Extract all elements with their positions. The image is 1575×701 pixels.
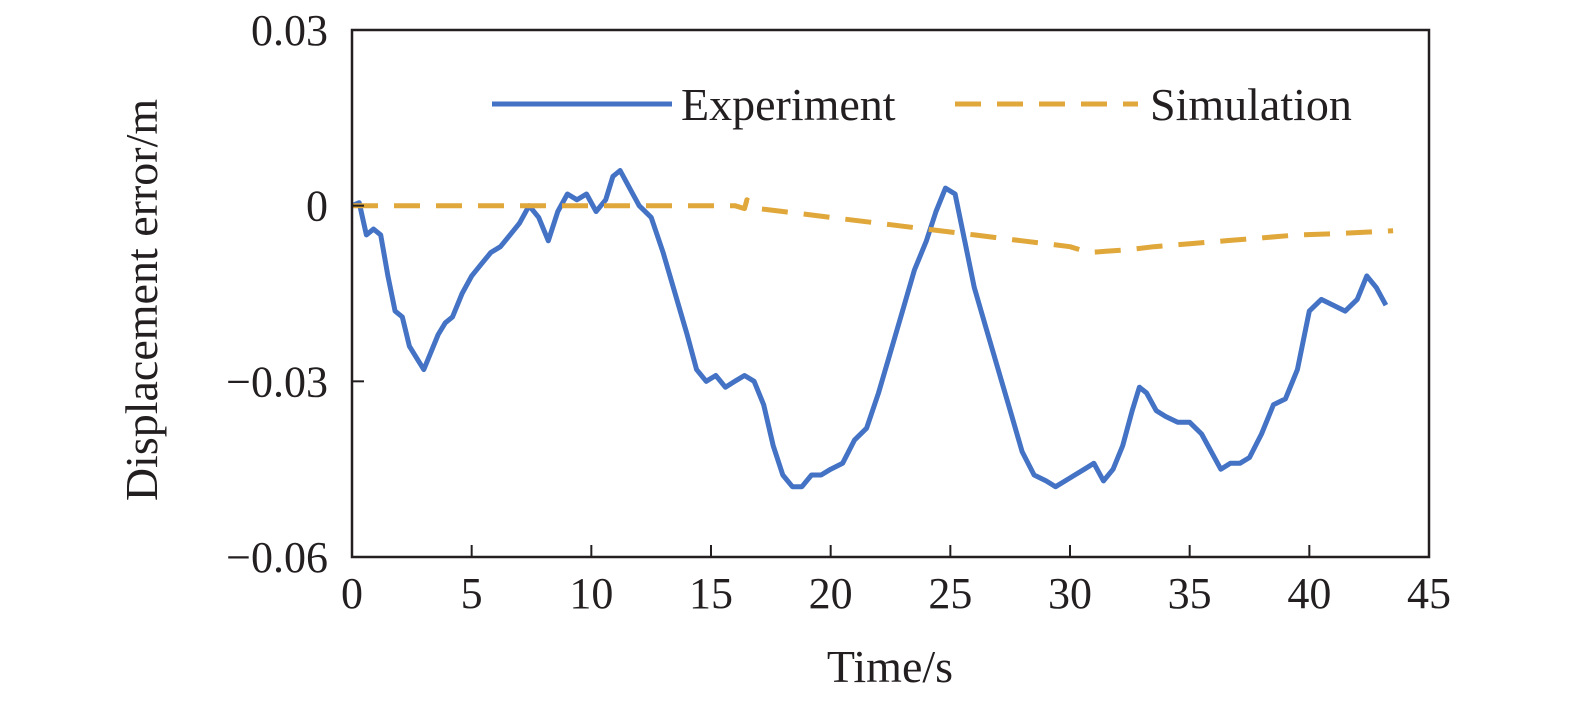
y-tick-label: −0.03	[226, 357, 328, 406]
legend-label-experiment: Experiment	[681, 79, 896, 130]
x-axis-title: Time/s	[827, 641, 953, 692]
legend-label-simulation: Simulation	[1150, 79, 1352, 130]
x-tick-label: 25	[928, 569, 972, 618]
x-tick-label: 40	[1287, 569, 1331, 618]
x-axis: 0 5 10 15 20 25 30 35 40 45	[341, 545, 1451, 618]
x-tick-label: 0	[341, 569, 363, 618]
x-tick-label: 30	[1048, 569, 1092, 618]
y-axis: −0.06 −0.03 0 0.03	[226, 6, 364, 582]
x-tick-label: 35	[1168, 569, 1212, 618]
y-axis-title: Displacement error/m	[116, 99, 167, 502]
y-tick-label: −0.06	[226, 533, 328, 582]
y-tick-label: 0	[306, 182, 328, 231]
x-tick-label: 5	[461, 569, 483, 618]
series-line-simulation	[352, 197, 1394, 255]
x-tick-label: 10	[569, 569, 613, 618]
legend: Experiment Simulation	[492, 79, 1352, 130]
y-tick-label: 0.03	[251, 6, 328, 55]
series-layer	[351, 168, 1394, 490]
x-tick-label: 20	[809, 569, 853, 618]
series-line-experiment	[351, 168, 1389, 490]
plot-frame	[350, 28, 1431, 559]
x-tick-label: 15	[689, 569, 733, 618]
x-tick-label: 45	[1407, 569, 1451, 618]
